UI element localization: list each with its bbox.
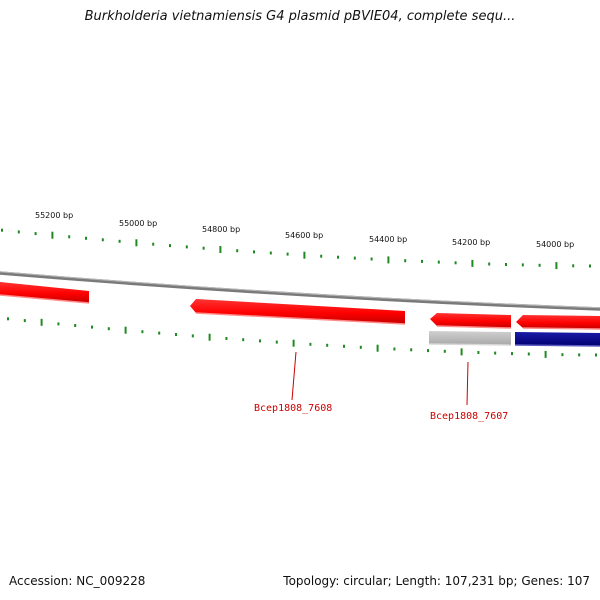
gene-track-forward bbox=[0, 282, 600, 330]
ruler-label: 55000 bp bbox=[119, 219, 157, 228]
gene-arrow[interactable] bbox=[516, 315, 600, 329]
accession-text: Accession: NC_009228 bbox=[9, 574, 146, 588]
ruler-label: 54000 bp bbox=[536, 240, 574, 249]
gene-label-leader bbox=[466, 361, 469, 406]
ruler-labels: 55200 bp 55000 bp 54800 bp 54600 bp 5440… bbox=[35, 211, 574, 249]
map-title: Burkholderia vietnamiensis G4 plasmid pB… bbox=[84, 9, 516, 24]
gene-arrow-bcep1808-7608[interactable] bbox=[190, 299, 405, 324]
ruler-label: 54800 bp bbox=[202, 225, 240, 234]
ruler-label: 55200 bp bbox=[35, 211, 73, 220]
feature-block-navy[interactable] bbox=[515, 332, 600, 346]
gene-track-secondary bbox=[428, 331, 600, 347]
gene-label-bcep1808-7608[interactable]: Bcep1808_7608 bbox=[254, 403, 332, 414]
ruler-label: 54200 bp bbox=[452, 238, 490, 247]
gene-label-leader bbox=[291, 351, 297, 401]
feature-block-gray[interactable] bbox=[429, 331, 511, 345]
gene-label-bcep1808-7607[interactable]: Bcep1808_7607 bbox=[430, 411, 508, 422]
plasmid-backbone bbox=[0, 271, 600, 311]
ruler-label: 54600 bp bbox=[285, 231, 323, 240]
topology-summary: Topology: circular; Length: 107,231 bp; … bbox=[283, 574, 590, 588]
gene-arrow[interactable] bbox=[0, 282, 89, 303]
outer-ruler bbox=[1, 228, 591, 270]
ruler-label: 54400 bp bbox=[369, 235, 407, 244]
inner-ruler bbox=[7, 317, 597, 358]
gene-arrow-bcep1808-7607[interactable] bbox=[430, 313, 511, 328]
